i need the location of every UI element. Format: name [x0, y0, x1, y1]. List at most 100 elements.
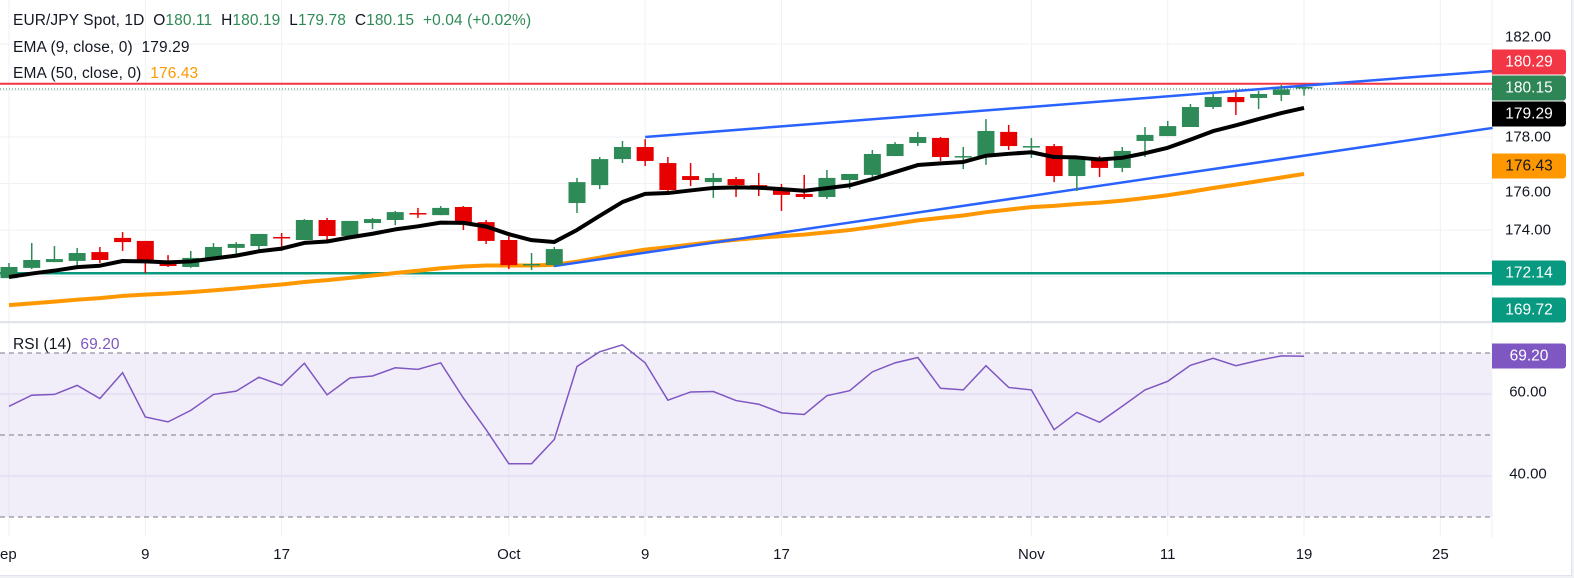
- rsi-value-tag: 69.20: [1492, 343, 1566, 369]
- rsi-legend[interactable]: RSI (14) 69.20: [13, 336, 120, 354]
- candle-body-down: [932, 137, 950, 157]
- channel-upper-trendline: [645, 69, 1493, 139]
- candle-body-up: [1136, 134, 1154, 141]
- candle-body-up: [954, 156, 972, 158]
- time-tick-label: 9: [141, 546, 150, 563]
- candle-body-down: [1091, 159, 1109, 168]
- candle-body-down: [795, 193, 813, 197]
- ema9-legend[interactable]: EMA (9, close, 0) 179.29: [13, 39, 190, 57]
- candle-body-up: [613, 146, 631, 160]
- candle-body-up: [23, 259, 41, 268]
- candle-body-down: [159, 263, 177, 267]
- candle-body-down: [1227, 97, 1245, 103]
- candle-body-up: [386, 212, 404, 221]
- candle-body-up: [909, 137, 927, 144]
- candle-body-down: [682, 176, 700, 181]
- candle-body-up: [295, 220, 313, 240]
- close-value: 180.15: [366, 12, 415, 29]
- candle-body-down: [454, 206, 472, 224]
- open-value: 180.11: [165, 12, 213, 29]
- rsi-line: [8, 343, 1305, 465]
- symbol-legend[interactable]: EUR/JPY Spot, 1D O180.11 H180.19 L179.78…: [13, 12, 531, 30]
- high-value: 180.19: [232, 12, 281, 29]
- candles: [0, 84, 1313, 279]
- candle-body-down: [91, 252, 109, 260]
- candle-body-down: [1000, 131, 1018, 147]
- ema50-legend[interactable]: EMA (50, close, 0) 176.43: [13, 65, 198, 83]
- candle-body-up: [1022, 146, 1040, 148]
- candle-body-down: [727, 179, 745, 186]
- candle-body-up: [704, 177, 722, 183]
- symbol-title: EUR/JPY Spot, 1D: [13, 12, 145, 29]
- rsi-tick: 40.00: [1509, 465, 1547, 483]
- candle-body-up: [1159, 126, 1177, 137]
- candle-body-down: [114, 237, 132, 243]
- candle-body-down: [1045, 146, 1063, 177]
- candle-body-down: [409, 213, 427, 215]
- ema9-label: EMA (9, close, 0): [13, 39, 133, 56]
- candle-body-up: [886, 143, 904, 157]
- resistance-price-tag: 180.29: [1492, 49, 1566, 75]
- time-tick-label: 25: [1432, 546, 1449, 563]
- time-tick-label: 17: [773, 546, 790, 563]
- candle-body-up: [341, 220, 359, 237]
- candle-body-up: [568, 182, 586, 204]
- candle-body-up: [45, 259, 63, 263]
- rsi-series: [8, 343, 1305, 465]
- candle-body-down: [636, 146, 654, 161]
- candle-body-up: [68, 253, 86, 261]
- ema50-value: 176.43: [150, 65, 199, 82]
- rsi-levels: [0, 352, 1492, 518]
- horizontal-lines[interactable]: [0, 82, 1492, 275]
- ema50-series: [8, 171, 1305, 308]
- candle-body-up: [0, 266, 18, 279]
- candle-body-up: [1181, 107, 1199, 128]
- candle-body-up: [1272, 89, 1290, 95]
- time-tick-label: 9: [640, 546, 650, 563]
- channel-trendlines[interactable]: [554, 69, 1493, 268]
- rsi-value: 69.20: [80, 336, 120, 353]
- candle-body-up: [1204, 97, 1222, 108]
- ema9-price-tag: 179.29: [1492, 101, 1566, 127]
- ema9-line: [8, 105, 1305, 279]
- time-tick-label: 11: [1159, 546, 1176, 563]
- time-tick-label: 19: [1295, 546, 1313, 563]
- candle-body-up: [545, 249, 563, 266]
- candle-body-up: [591, 159, 609, 186]
- close-label: C: [354, 12, 367, 29]
- ema50-price-tag: 176.43: [1492, 153, 1566, 179]
- ema50-line: [8, 171, 1305, 308]
- time-tick-label: ep: [0, 546, 17, 563]
- candle-body-up: [364, 219, 382, 224]
- candle-body-up: [1068, 159, 1086, 177]
- candle-body-down: [318, 220, 336, 237]
- rsi-tick: 60.00: [1509, 383, 1547, 401]
- change-value: +0.04 (+0.02%): [422, 12, 532, 29]
- candle-body-down: [500, 239, 518, 266]
- price-tick: 176.00: [1505, 183, 1551, 201]
- time-tick-label: Nov: [1018, 546, 1045, 563]
- price-tick: 182.00: [1505, 28, 1551, 46]
- candle-body-up: [1250, 93, 1268, 98]
- candle-body-up: [523, 263, 541, 266]
- candle-body-down: [273, 236, 291, 239]
- candle-body-up: [977, 130, 995, 157]
- ema9-value: 179.29: [141, 39, 190, 56]
- time-tick-label: 17: [273, 546, 290, 563]
- last-price-tag: 180.15: [1492, 75, 1566, 101]
- channel-lower-trendline: [554, 126, 1493, 268]
- ema9-series: [8, 105, 1305, 279]
- candle-body-up: [227, 243, 245, 248]
- ema50-label: EMA (50, close, 0): [13, 65, 142, 82]
- high-label: H: [221, 12, 233, 29]
- low-value: 179.78: [297, 12, 346, 29]
- open-label: O: [153, 12, 166, 29]
- price-tick: 178.00: [1505, 128, 1551, 146]
- candle-body-up: [1295, 87, 1313, 89]
- price-tick: 174.00: [1505, 221, 1551, 239]
- support2-price-tag: 169.72: [1492, 297, 1566, 323]
- candle-body-up: [432, 207, 450, 216]
- candle-body-down: [136, 240, 154, 264]
- time-tick-label: Oct: [497, 546, 521, 563]
